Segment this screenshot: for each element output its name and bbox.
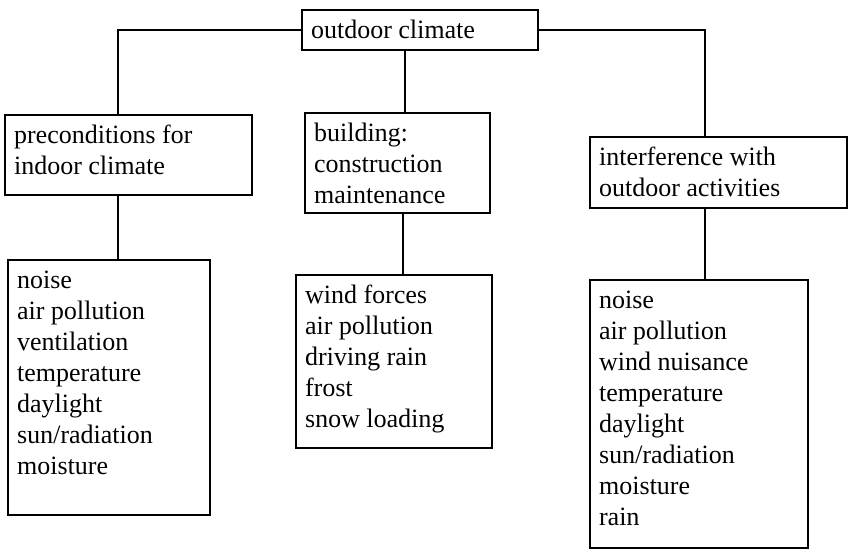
node-box [304,112,491,214]
node-text: air pollution [305,311,433,340]
node-text: outdoor climate [311,15,475,44]
node-text: temperature [17,358,141,387]
node-box [589,279,809,549]
node-text: air pollution [17,296,145,325]
node-text: wind forces [305,280,427,309]
node-text: driving rain [305,342,427,371]
node-text: moisture [599,471,690,500]
connectors [117,29,706,280]
node-box [4,114,253,196]
node-text: temperature [599,378,723,407]
node-text: noise [599,285,654,314]
connector [538,29,706,137]
node-text: outdoor activities [599,173,780,202]
node-text: noise [17,265,72,294]
node-box [589,136,848,209]
node-text: wind nuisance [599,347,748,376]
node-text: sun/radiation [599,440,735,469]
node-text: air pollution [599,316,727,345]
node: outdoor climate [301,9,539,51]
node-text: maintenance [314,180,445,209]
node-text: building: [314,118,408,147]
node-text: daylight [17,389,103,418]
node-text: snow loading [305,404,444,433]
node-text: daylight [599,409,685,438]
connector [117,29,302,115]
node-box [295,274,493,449]
node-box [301,9,539,51]
node-text: interference with [599,142,776,171]
node-text: sun/radiation [17,420,153,449]
node-text: ventilation [17,327,128,356]
node-text: rain [599,502,639,531]
node-text: frost [305,373,353,402]
node-text: moisture [17,451,108,480]
node-text: construction [314,149,443,178]
node-text: indoor climate [14,151,165,180]
node-text: preconditions for [14,120,193,149]
node-box [7,259,211,516]
